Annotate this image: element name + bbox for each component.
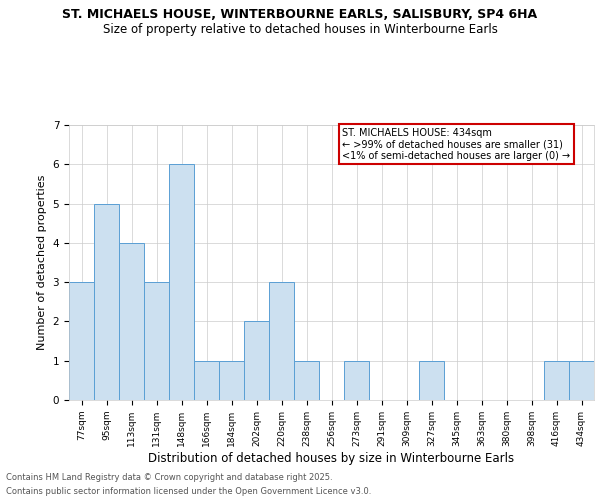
Bar [344, 360, 369, 400]
Bar [194, 360, 219, 400]
Bar [69, 282, 94, 400]
Text: Size of property relative to detached houses in Winterbourne Earls: Size of property relative to detached ho… [103, 22, 497, 36]
Bar [269, 282, 294, 400]
Y-axis label: Number of detached properties: Number of detached properties [37, 175, 47, 350]
Bar [544, 360, 569, 400]
Bar [219, 360, 244, 400]
Text: ST. MICHAELS HOUSE: 434sqm
← >99% of detached houses are smaller (31)
<1% of sem: ST. MICHAELS HOUSE: 434sqm ← >99% of det… [342, 128, 570, 161]
X-axis label: Distribution of detached houses by size in Winterbourne Earls: Distribution of detached houses by size … [148, 452, 515, 464]
Bar [144, 282, 169, 400]
Bar [294, 360, 319, 400]
Text: Contains public sector information licensed under the Open Government Licence v3: Contains public sector information licen… [6, 487, 371, 496]
Bar [419, 360, 444, 400]
Bar [569, 360, 594, 400]
Text: ST. MICHAELS HOUSE, WINTERBOURNE EARLS, SALISBURY, SP4 6HA: ST. MICHAELS HOUSE, WINTERBOURNE EARLS, … [62, 8, 538, 20]
Bar [119, 243, 144, 400]
Bar [169, 164, 194, 400]
Text: Contains HM Land Registry data © Crown copyright and database right 2025.: Contains HM Land Registry data © Crown c… [6, 474, 332, 482]
Bar [244, 322, 269, 400]
Bar [94, 204, 119, 400]
